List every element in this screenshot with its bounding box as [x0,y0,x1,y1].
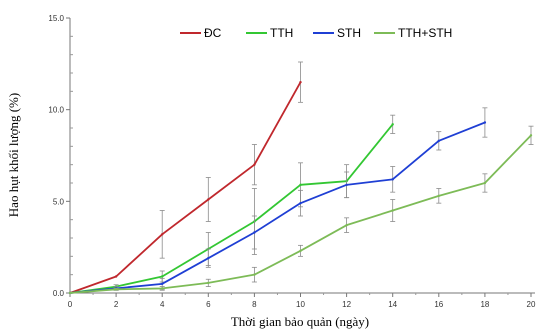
data-point [253,273,256,276]
x-tick-label: 10 [296,300,305,309]
data-point [207,281,210,285]
x-tick-label: 16 [434,300,443,309]
data-point [437,194,440,198]
data-point [68,291,72,295]
data-point [161,282,164,286]
data-point [299,201,302,205]
series-layer [68,61,534,295]
data-point [345,183,348,187]
data-point [161,287,164,290]
x-tick-label: 8 [252,300,257,309]
data-point [161,275,164,278]
data-point [437,139,440,143]
axes: 0 2 4 6 8 10 12 14 16 18 20 0.0 5.0 10.0 15.0 [48,14,536,309]
series-line [69,81,302,294]
x-tick-label: 14 [388,300,397,309]
data-point [299,183,302,187]
x-tick-label: 12 [342,300,351,309]
legend-label: STH [337,26,361,40]
data-point [391,209,394,212]
data-point [114,288,118,291]
data-point [391,178,394,181]
series-line [69,123,394,294]
data-point [207,198,210,201]
legend: ĐC TTH STH TTH+STH [180,26,452,40]
data-point [253,163,256,166]
series-4 [68,125,534,295]
x-axis-title: Thời gian bảo quản (ngày) [231,314,369,329]
series-1 [68,61,303,295]
data-point [529,134,533,137]
series-2 [68,114,396,295]
legend-label: ĐC [204,26,222,40]
data-point [299,249,302,253]
x-tick-label: 18 [480,300,489,309]
x-tick-label: 4 [160,300,165,309]
data-point [207,256,210,260]
x-tick-label: 20 [527,300,536,309]
data-point [483,181,487,185]
data-point [299,80,302,84]
data-point [345,223,348,227]
x-tick-label: 0 [68,300,73,309]
y-tick-label: 10.0 [48,106,64,115]
data-point [483,121,487,124]
legend-label: TTH [270,26,293,40]
x-tick-label: 6 [206,300,211,309]
data-point [114,275,118,278]
y-tick-label: 5.0 [53,197,65,206]
y-axis-title: Hao hụt khối lượng (%) [6,93,21,217]
y-tick-label: 0.0 [53,289,65,298]
y-tick-label: 15.0 [48,14,64,23]
data-point [161,233,164,236]
legend-label: TTH+STH [398,26,452,40]
data-point [253,231,256,234]
series-line [69,121,486,294]
data-point [391,123,394,126]
x-tick-label: 2 [114,300,119,309]
